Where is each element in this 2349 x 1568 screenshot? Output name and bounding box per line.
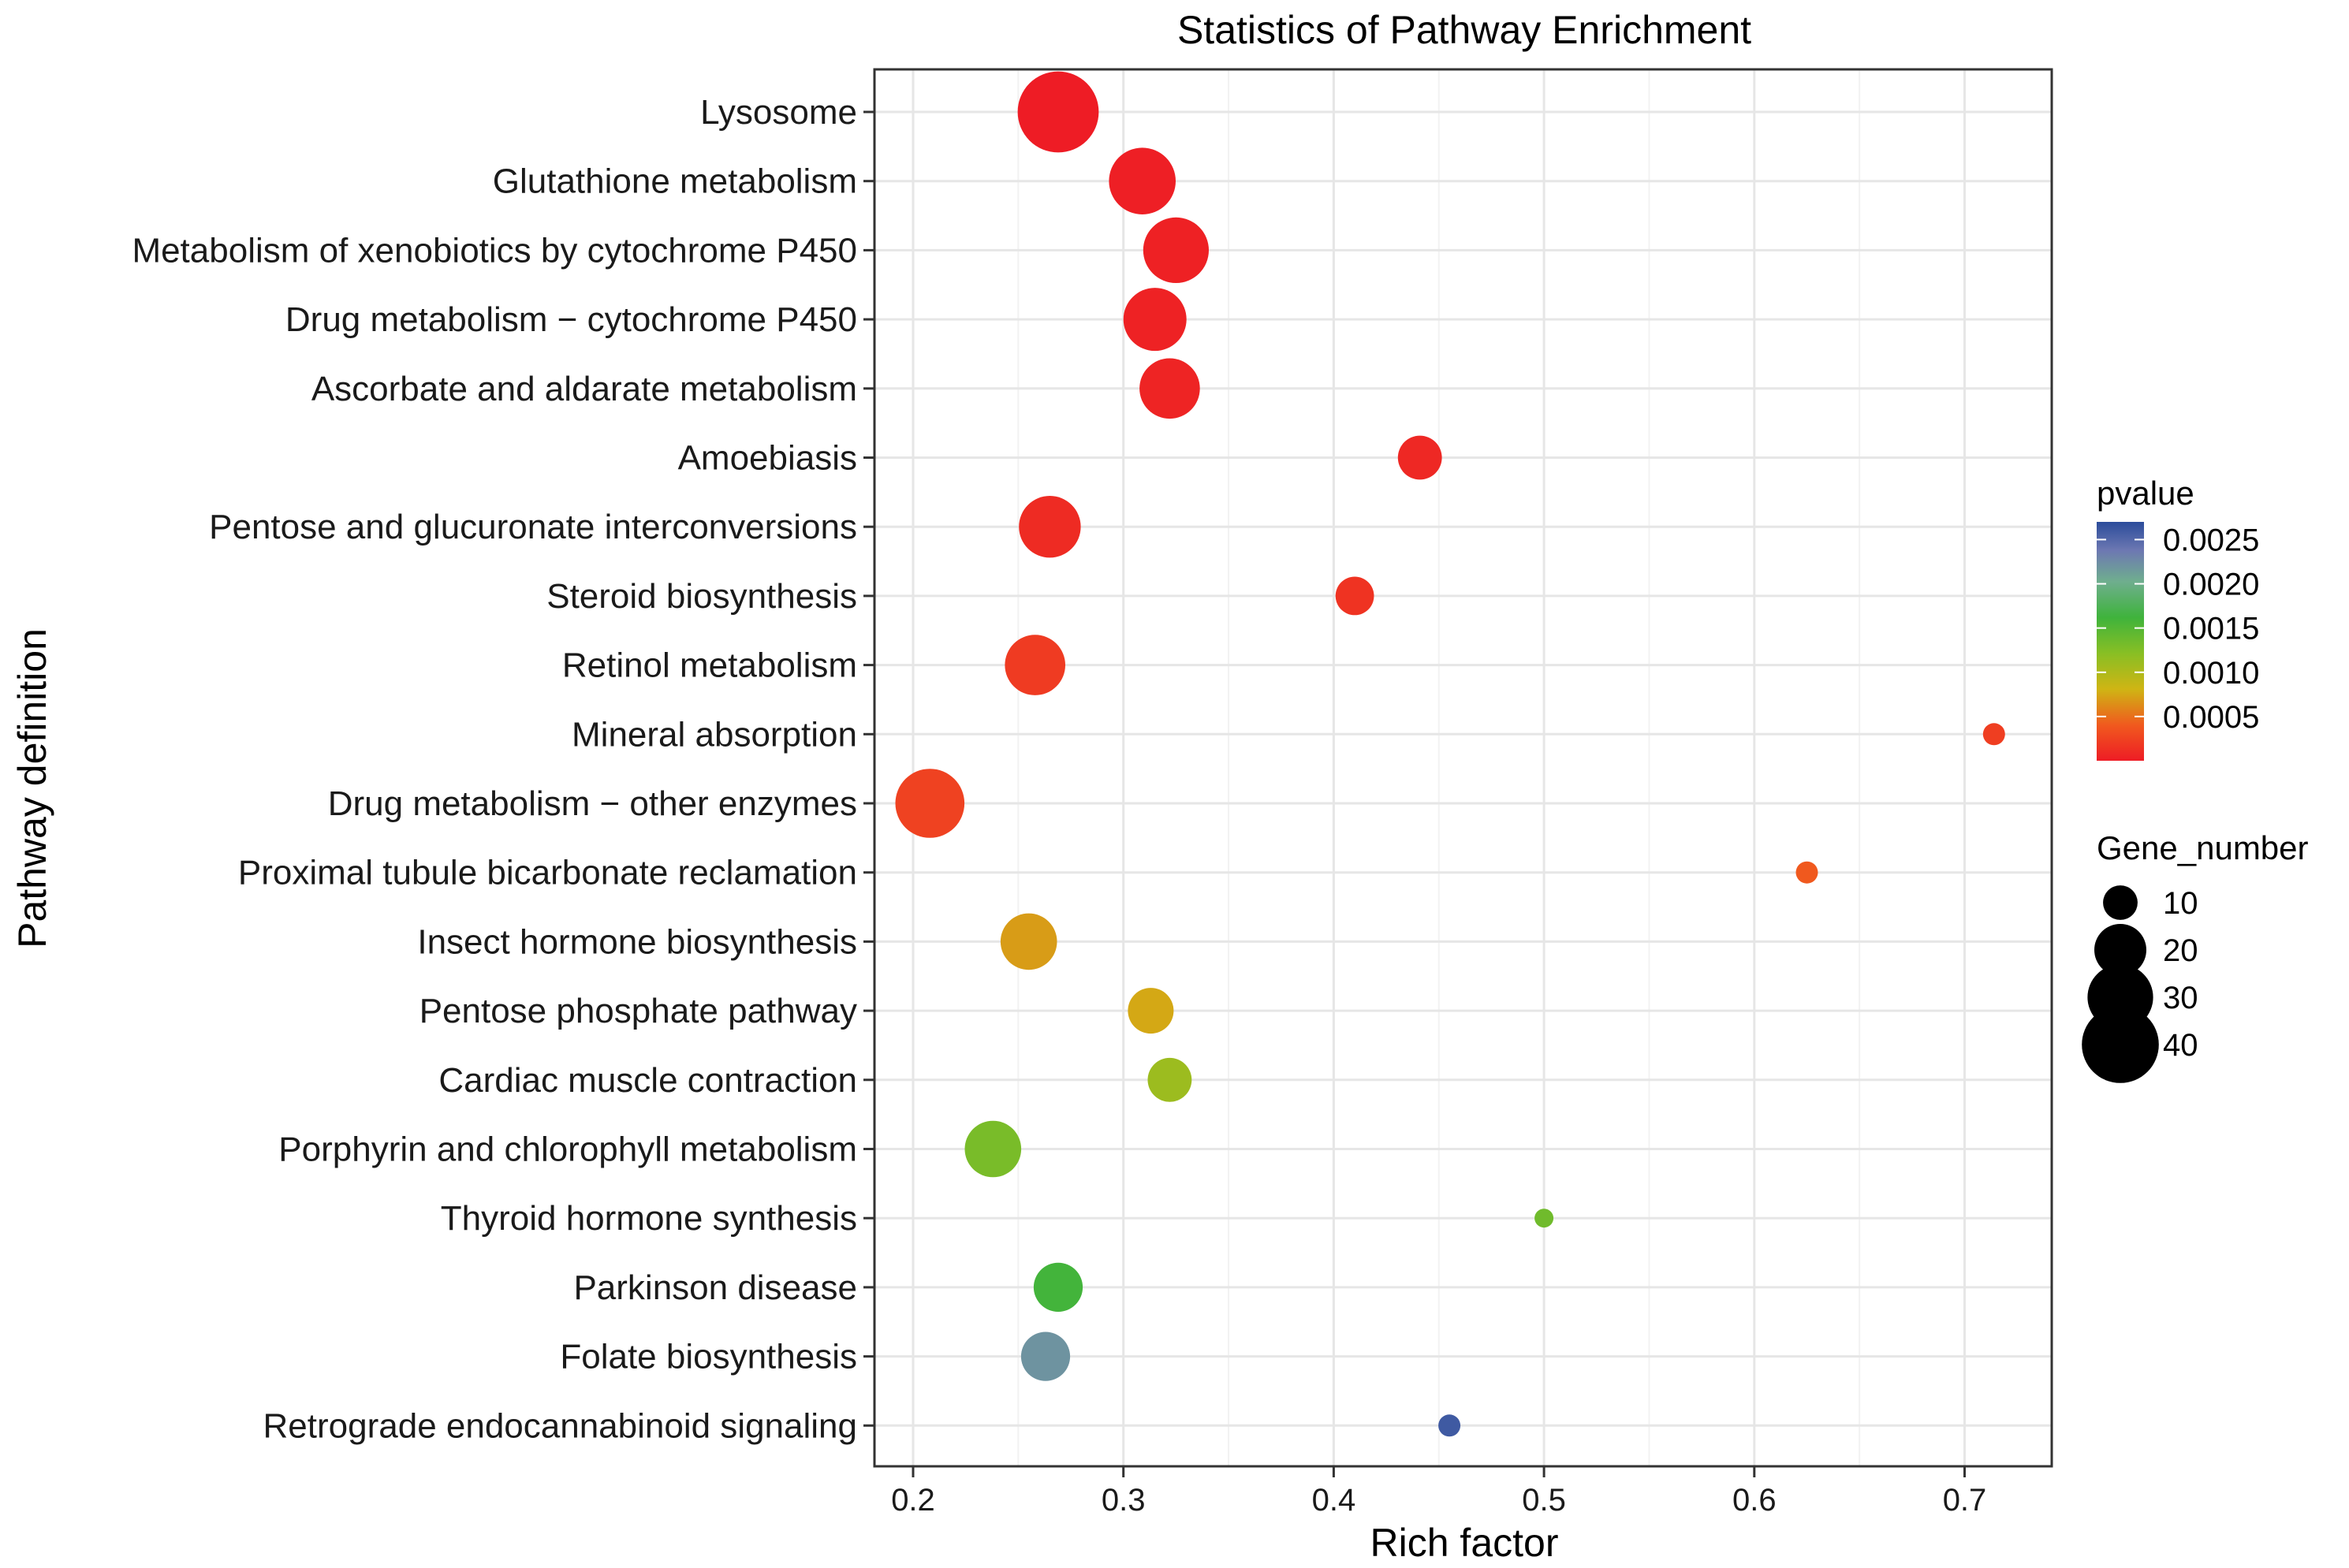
plot-background [874, 69, 2052, 1466]
data-point [1147, 1057, 1192, 1102]
colorbar-tick-label: 0.0025 [2163, 523, 2259, 557]
pvalue-colorbar-ticks: 0.0025 0.0020 0.0015 0.0010 0.0005 [2097, 523, 2259, 735]
chart-title: Statistics of Pathway Enrichment [1177, 8, 1751, 52]
plot-panel [873, 68, 2053, 1468]
data-point [1033, 1262, 1083, 1312]
y-tick-label: Porphyrin and chlorophyll metabolism [278, 1130, 857, 1169]
colorbar-tick-label: 0.0020 [2163, 568, 2259, 602]
colorbar-tick-label: 0.0015 [2163, 612, 2259, 646]
y-tick-label: Lysosome [700, 93, 857, 132]
x-axis: 0.2 0.3 0.4 0.5 0.6 0.7 [891, 1466, 1986, 1518]
data-point [1982, 723, 2005, 746]
y-tick-label: Drug metabolism − other enzymes [328, 784, 857, 823]
x-tick-label: 0.5 [1522, 1483, 1566, 1518]
y-tick-label: Retinol metabolism [562, 646, 857, 685]
data-point [1019, 496, 1081, 558]
data-point [1005, 635, 1065, 695]
colorbar-tick-label: 0.0005 [2163, 700, 2259, 735]
data-point [1139, 358, 1200, 419]
y-tick-label: Steroid biosynthesis [546, 577, 857, 616]
y-tick-label: Folate biosynthesis [560, 1338, 857, 1376]
data-point [1335, 576, 1374, 616]
x-tick-label: 0.6 [1732, 1483, 1777, 1518]
y-tick-label: Insect hormone biosynthesis [417, 922, 857, 961]
gene-number-key-dot [2082, 1006, 2159, 1083]
gene-number-key-dot [2103, 885, 2138, 920]
y-tick-label: Proximal tubule bicarbonate reclamation [238, 854, 857, 892]
y-tick-label: Cardiac muscle contraction [438, 1061, 857, 1100]
data-point [1128, 988, 1174, 1034]
data-point [1143, 217, 1209, 283]
y-axis-title: Pathway definition [10, 628, 54, 948]
y-tick-label: Thyroid hormone synthesis [441, 1199, 857, 1238]
pvalue-colorbar [2097, 522, 2144, 761]
data-point [964, 1120, 1022, 1178]
x-tick-label: 0.4 [1312, 1483, 1356, 1518]
data-point [1534, 1209, 1554, 1228]
y-tick-label: Pentose phosphate pathway [419, 992, 857, 1030]
y-tick-label: Metabolism of xenobiotics by cytochrome … [132, 231, 857, 270]
pvalue-legend: pvalue 0.0025 0.0020 0.0015 0.0010 0.0005 [2097, 475, 2259, 761]
y-tick-label: Glutathione metabolism [493, 162, 857, 201]
x-tick-label: 0.7 [1943, 1483, 1987, 1518]
data-point [1020, 1331, 1071, 1381]
gene-number-key-dot [2094, 924, 2146, 976]
gene-number-legend: Gene_number 10 20 30 40 [2082, 829, 2309, 1083]
gene-number-legend-title: Gene_number [2097, 829, 2309, 866]
data-point [1017, 71, 1099, 153]
gene-number-keys: 10 20 30 40 [2082, 885, 2198, 1083]
gene-number-key-label: 10 [2163, 886, 2198, 921]
gene-number-key-label: 30 [2163, 981, 2198, 1015]
data-point [1795, 861, 1818, 884]
y-tick-label: Drug metabolism − cytochrome P450 [285, 300, 857, 339]
plot-border [873, 68, 2053, 1468]
y-tick-label: Retrograde endocannabinoid signaling [263, 1406, 857, 1445]
y-tick-label: Pentose and glucuronate interconversions [209, 508, 857, 546]
y-tick-label: Parkinson disease [573, 1268, 857, 1307]
data-point [1000, 913, 1057, 970]
gene-number-key-label: 20 [2163, 933, 2198, 968]
y-axis: Lysosome Glutathione metabolism Metabolism… [132, 93, 874, 1445]
data-points [895, 71, 2005, 1437]
gene-number-key-label: 40 [2163, 1028, 2198, 1063]
data-point [1109, 147, 1176, 214]
y-tick-label: Mineral absorption [572, 715, 857, 754]
data-point [1123, 288, 1187, 352]
data-point [1438, 1414, 1461, 1437]
colorbar-tick-label: 0.0010 [2163, 656, 2259, 691]
y-tick-label: Ascorbate and aldarate metabolism [311, 370, 857, 408]
x-tick-label: 0.3 [1102, 1483, 1146, 1518]
x-tick-label: 0.2 [891, 1483, 935, 1518]
y-tick-label: Amoebiasis [678, 439, 857, 478]
grid-minor [1017, 69, 1861, 1466]
data-point [1397, 435, 1442, 480]
data-point [895, 769, 965, 838]
pvalue-legend-title: pvalue [2097, 475, 2194, 512]
x-axis-title: Rich factor [1370, 1521, 1559, 1565]
